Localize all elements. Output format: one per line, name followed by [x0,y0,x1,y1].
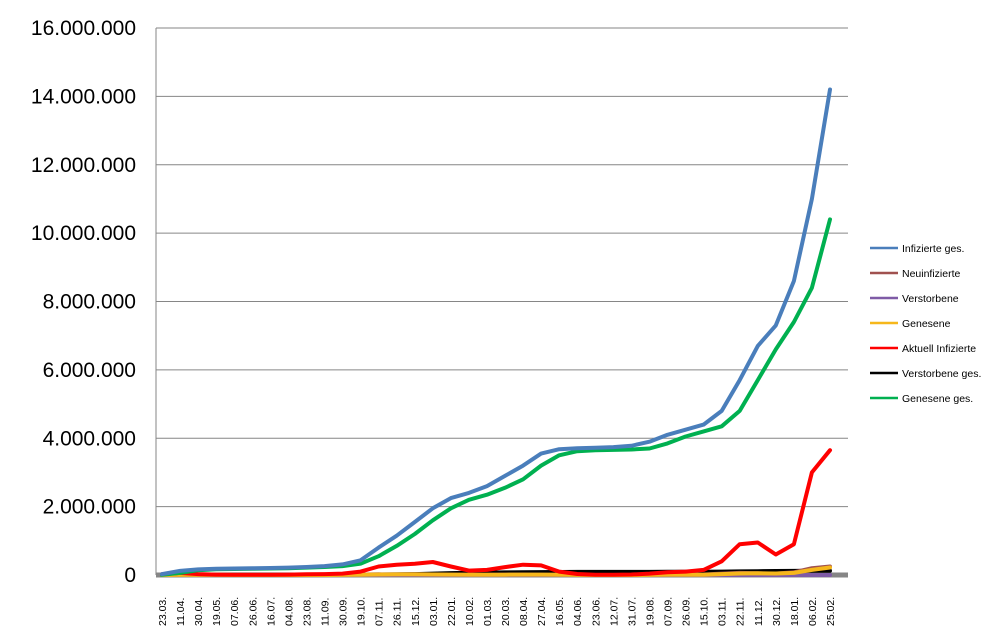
y-tick-label: 0 [124,564,136,587]
y-tick-label: 12.000.000 [31,154,136,177]
x-tick-label: 15.10. [699,597,711,626]
legend-label: Aktuell Infizierte [902,343,976,355]
legend: Infizierte ges. Neuinfizierte Verstorbene G… [870,243,981,405]
x-tick-label: 03.01. [428,597,440,626]
x-tick-label: 04.08. [283,597,295,626]
y-tick-label: 8.000.000 [43,291,136,314]
x-tick-label: 04.06. [572,597,584,626]
x-tick-label: 19.08. [644,597,656,626]
legend-label: Genesene [902,318,951,330]
series-line-aktuell-infizierte [160,448,832,577]
x-tick-label: 15.12. [410,597,422,626]
x-tick-label: 23.08. [301,597,313,626]
y-tick-label: 6.000.000 [43,359,136,382]
x-tick-label: 19.05. [211,597,223,626]
x-tick-label: 12.07. [608,597,620,626]
legend-label: Genesene ges. [902,393,973,405]
x-tick-label: 19.10. [356,597,368,626]
x-tick-label: 11.09. [319,598,331,626]
x-tick-label: 16.05. [554,597,566,626]
x-tick-label: 07.11. [374,598,386,626]
x-tick-label: 07.06. [229,597,241,626]
x-tick-label: 31.07. [626,597,638,626]
gridlines [156,27,848,508]
x-tick-label: 10.02. [464,597,476,626]
x-tick-label: 01.03. [482,597,494,626]
x-tick-label: 26.06. [247,597,259,626]
x-tick-label: 20.03. [500,597,512,626]
x-tick-label: 08.04. [518,597,530,626]
x-tick-label: 06.02. [807,597,819,626]
x-tick-label: 25.02. [825,597,837,626]
x-tick-label: 11.04. [175,598,187,626]
x-tick-label: 26.09. [681,597,693,626]
y-tick-label: 14.000.000 [31,85,136,108]
x-tick-label: 11.12. [753,598,765,626]
legend-label: Verstorbene [902,293,959,305]
x-tick-label: 30.04. [193,597,205,626]
series-lines [160,87,832,577]
series-line-infizierte-ges- [160,87,832,577]
x-tick-label: 03.11. [717,598,729,626]
x-tick-label: 07.09. [663,597,675,626]
x-tick-label: 26.11. [392,598,404,626]
legend-label: Verstorbene ges. [902,368,981,380]
x-tick-label: 18.01. [789,597,801,626]
y-tick-label: 10.000.000 [31,222,136,245]
x-tick-label: 27.04. [536,597,548,626]
y-tick-label: 2.000.000 [43,496,136,519]
x-tick-label: 23.03. [157,597,169,626]
x-axis: 23.03. 11.04. 30.04. 19.05. 07.06. 26.06. 16.0… [157,597,837,626]
x-tick-label: 22.11. [735,598,747,626]
x-tick-label: 16.07. [265,597,277,626]
legend-label: Infizierte ges. [902,243,964,255]
y-tick-label: 4.000.000 [43,427,136,450]
x-tick-label: 30.12. [771,597,783,626]
x-tick-label: 30.09. [338,597,350,626]
legend-label: Neuinfizierte [902,268,961,280]
x-tick-label: 23.06. [590,597,602,626]
y-tick-label: 16.000.000 [31,17,136,40]
x-tick-label: 22.01. [446,597,458,626]
